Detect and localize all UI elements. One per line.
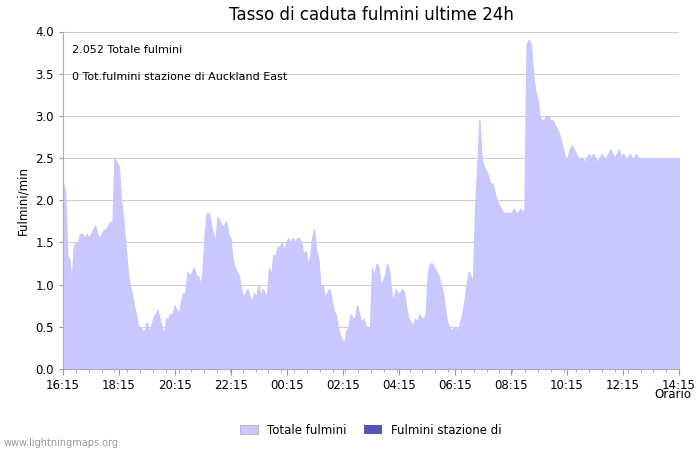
Text: www.lightningmaps.org: www.lightningmaps.org <box>4 438 118 448</box>
X-axis label: Orario: Orario <box>654 387 692 400</box>
Text: 2.052 Totale fulmini: 2.052 Totale fulmini <box>72 45 183 55</box>
Title: Tasso di caduta fulmini ultime 24h: Tasso di caduta fulmini ultime 24h <box>229 6 513 24</box>
Text: 0 Tot.fulmini stazione di Auckland East: 0 Tot.fulmini stazione di Auckland East <box>72 72 288 82</box>
Y-axis label: Fulmini/min: Fulmini/min <box>17 166 30 235</box>
Legend: Totale fulmini, Fulmini stazione di: Totale fulmini, Fulmini stazione di <box>235 419 507 441</box>
